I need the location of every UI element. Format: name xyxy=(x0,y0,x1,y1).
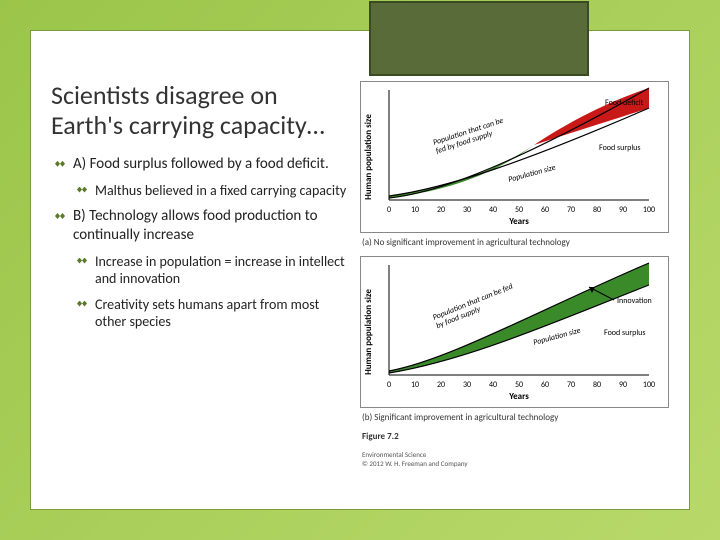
bullet-a: A) Food surplus followed by a food defic… xyxy=(51,155,350,174)
chart-b-caption: (b) Significant improvement in agricultu… xyxy=(362,412,669,423)
text-column: Scientists disagree on Earth's carrying … xyxy=(51,81,360,468)
svg-text:20: 20 xyxy=(437,380,445,390)
svg-text:50: 50 xyxy=(515,205,523,215)
figure-column: Human population size xyxy=(360,81,669,468)
svg-text:80: 80 xyxy=(593,380,601,390)
svg-text:30: 30 xyxy=(463,205,471,215)
bullet-b-sub2: Creativity sets humans apart from most o… xyxy=(73,296,350,331)
chart-a-xlabel: Years xyxy=(508,216,529,227)
svg-text:10: 10 xyxy=(411,380,419,390)
svg-text:20: 20 xyxy=(437,205,445,215)
chart-a-ylabel: Human population size xyxy=(363,114,374,200)
chart-a-label-deficit: Food deficit xyxy=(605,98,644,108)
svg-text:100: 100 xyxy=(643,205,655,215)
svg-text:90: 90 xyxy=(619,380,627,390)
svg-text:60: 60 xyxy=(541,205,549,215)
svg-text:70: 70 xyxy=(567,380,575,390)
bullet-b-sub1: Increase in population = increase in int… xyxy=(73,253,350,288)
accent-box xyxy=(369,1,589,76)
svg-text:60: 60 xyxy=(541,380,549,390)
chart-b-label-innovation: Innovation xyxy=(617,296,652,306)
bullet-b: B) Technology allows food production to … xyxy=(51,207,350,245)
svg-text:70: 70 xyxy=(567,205,575,215)
svg-text:50: 50 xyxy=(515,380,523,390)
chart-b: Human population size Innovation xyxy=(360,256,669,408)
chart-a-caption: (a) No significant improvement in agricu… xyxy=(362,237,669,248)
svg-text:80: 80 xyxy=(593,205,601,215)
svg-text:40: 40 xyxy=(489,380,497,390)
chart-a-label-surplus: Food surplus xyxy=(599,143,641,153)
figure-source: Environmental Science xyxy=(362,450,669,459)
svg-text:40: 40 xyxy=(489,205,497,215)
svg-text:30: 30 xyxy=(463,380,471,390)
chart-a: Human population size xyxy=(360,81,669,233)
svg-text:10: 10 xyxy=(411,205,419,215)
chart-b-label-surplus: Food surplus xyxy=(604,328,646,338)
chart-b-xlabel: Years xyxy=(508,391,529,402)
svg-text:90: 90 xyxy=(619,205,627,215)
svg-text:100: 100 xyxy=(643,380,655,390)
svg-text:0: 0 xyxy=(387,205,391,215)
content-row: Scientists disagree on Earth's carrying … xyxy=(31,31,689,478)
figure-label: Figure 7.2 xyxy=(362,431,669,442)
chart-b-xticks: 0 10 20 30 40 50 60 70 80 90 100 xyxy=(387,380,655,390)
svg-text:0: 0 xyxy=(387,380,391,390)
slide-card: Scientists disagree on Earth's carrying … xyxy=(30,30,690,510)
chart-a-xticks: 0 10 20 30 40 50 60 70 80 90 100 xyxy=(387,205,655,215)
chart-b-ylabel: Human population size xyxy=(363,289,374,375)
slide-title: Scientists disagree on Earth's carrying … xyxy=(51,81,350,141)
bullet-a-sub1: Malthus believed in a fixed carrying cap… xyxy=(73,182,350,200)
figure-copyright: © 2012 W. H. Freeman and Company xyxy=(362,459,669,468)
